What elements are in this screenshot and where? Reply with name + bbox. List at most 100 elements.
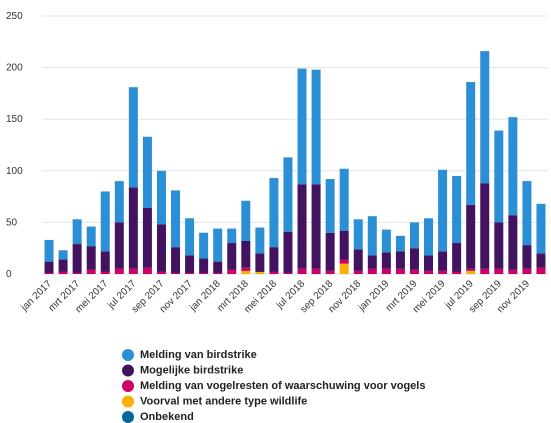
bar-segment xyxy=(452,175,462,244)
legend-swatch xyxy=(122,411,134,423)
bar-segment xyxy=(367,268,377,274)
bar-segment xyxy=(297,184,307,269)
bar-segment xyxy=(142,207,152,268)
bar-segment xyxy=(395,235,405,252)
bar-segment xyxy=(466,82,476,205)
legend-swatch xyxy=(122,349,134,361)
y-tick-label: 150 xyxy=(6,114,23,125)
bar-segment xyxy=(241,267,251,271)
bar-segment xyxy=(353,249,363,271)
bar-segment xyxy=(128,268,138,274)
bar-segment xyxy=(438,251,448,271)
bar-segment xyxy=(255,253,265,272)
bar-segment xyxy=(424,270,434,274)
legend-label: Voorval met andere type wildlife xyxy=(140,395,307,407)
bar-segment xyxy=(142,136,152,208)
bar-segment xyxy=(466,268,476,271)
bar-segment xyxy=(522,181,532,246)
bar-segment xyxy=(480,268,490,274)
bar-segment xyxy=(536,267,546,274)
legend-label: Onbekend xyxy=(140,411,194,423)
bar-segment xyxy=(409,269,419,274)
bar-segment xyxy=(255,271,265,274)
bar-segment xyxy=(241,240,251,268)
bar-segment xyxy=(339,230,349,260)
bar-segment xyxy=(241,200,251,241)
bar-segment xyxy=(297,68,307,185)
bar-segment xyxy=(185,272,195,274)
bar-segment xyxy=(72,219,82,245)
bar-segment xyxy=(508,269,518,274)
bar-segment xyxy=(311,268,321,274)
bar-segment xyxy=(86,246,96,270)
bar-segment xyxy=(171,272,181,274)
bar-segment xyxy=(311,184,321,269)
bar-segment xyxy=(311,69,321,185)
bar-segment xyxy=(142,267,152,274)
bar-segment xyxy=(452,271,462,274)
bar-segment xyxy=(536,253,546,268)
legend-swatch xyxy=(122,395,134,408)
bar-segment xyxy=(227,269,237,274)
legend-swatch xyxy=(122,364,134,377)
bar-segment xyxy=(297,268,307,274)
bar-segment xyxy=(269,271,279,274)
bar-segment xyxy=(213,261,223,273)
bar-segment xyxy=(44,239,54,262)
bar-segment xyxy=(44,272,54,274)
bar-segment xyxy=(114,268,124,274)
bar-segment xyxy=(156,170,166,225)
bar-segment xyxy=(339,263,349,274)
bar-segment xyxy=(100,251,110,272)
bar-segment xyxy=(58,259,68,272)
bar-segment xyxy=(227,228,237,244)
bar-segment xyxy=(353,219,363,250)
bar-segment xyxy=(199,258,209,273)
bar-segment xyxy=(494,222,504,269)
bar-segment xyxy=(494,268,504,274)
bar-segment xyxy=(424,255,434,271)
legend-label: Mogelijke birdstrike xyxy=(140,364,243,376)
bar-segment xyxy=(522,268,532,274)
bar-segment xyxy=(325,232,335,271)
bar-segment xyxy=(367,255,377,269)
y-tick-label: 250 xyxy=(6,11,23,22)
bar-segment xyxy=(199,272,209,274)
bar-segment xyxy=(339,259,349,264)
bar-segment xyxy=(283,157,293,232)
bar-segment xyxy=(114,222,124,269)
bar-segment xyxy=(269,178,279,248)
bar-segment xyxy=(367,216,377,256)
bar-segment xyxy=(58,271,68,274)
bar-segment xyxy=(395,251,405,269)
bar-segment xyxy=(171,190,181,248)
bar-segment xyxy=(44,261,54,273)
bar-segment xyxy=(508,117,518,216)
bar-segment xyxy=(395,268,405,274)
bar-segment xyxy=(424,218,434,256)
bar-segment xyxy=(409,222,419,249)
bar-segment xyxy=(283,231,293,273)
bar-segment xyxy=(86,269,96,274)
bar-segment xyxy=(100,271,110,274)
bar-segment xyxy=(381,268,391,274)
bar-segment xyxy=(409,248,419,270)
bar-segment xyxy=(213,272,223,274)
bar-segment xyxy=(325,270,335,274)
bar-segment xyxy=(86,226,96,247)
bar-segment xyxy=(128,87,138,188)
bar-segment xyxy=(522,245,532,269)
bar-segment xyxy=(156,224,166,272)
bar-segment xyxy=(353,270,363,274)
bar-segment xyxy=(100,191,110,252)
bar-segment xyxy=(171,247,181,273)
bar-segment xyxy=(283,272,293,274)
bar-segment xyxy=(536,203,546,254)
bar-segment xyxy=(466,270,476,274)
legend-swatch xyxy=(122,380,134,392)
bar-segment xyxy=(325,179,335,233)
bar-segment xyxy=(480,51,490,184)
bar-segment xyxy=(480,183,490,269)
y-tick-label: 100 xyxy=(6,166,23,177)
